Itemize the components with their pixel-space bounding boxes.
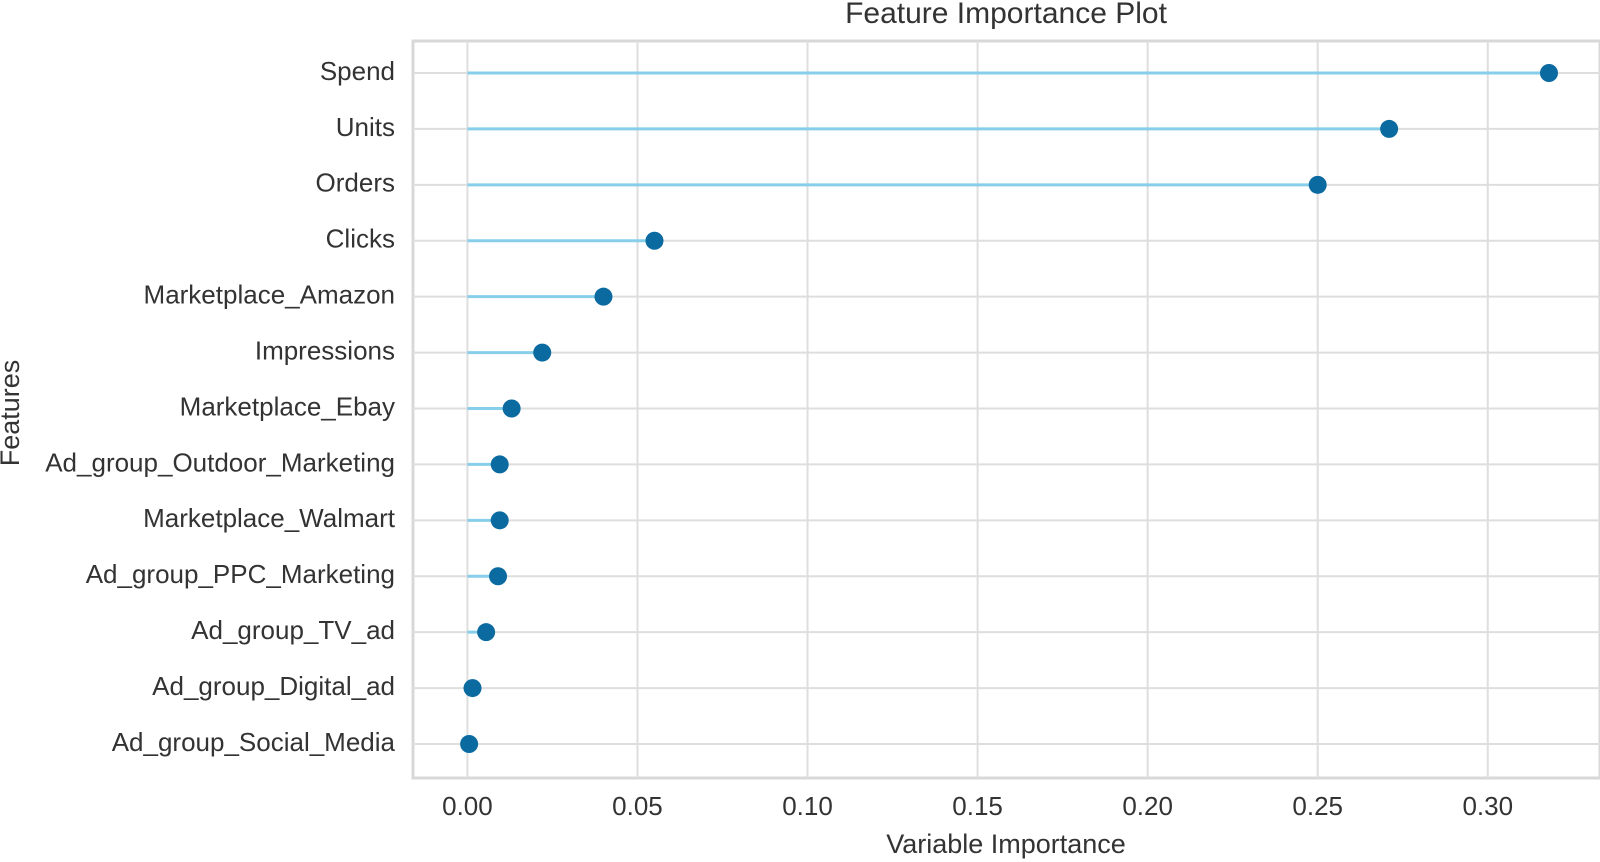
- y-axis-label: Features: [0, 360, 25, 467]
- y-tick-label: Ad_group_Digital_ad: [152, 671, 395, 701]
- y-tick-label: Spend: [320, 56, 395, 86]
- importance-point: [477, 623, 496, 642]
- importance-point: [502, 399, 521, 418]
- importance-point: [490, 455, 509, 474]
- y-tick-label: Marketplace_Amazon: [144, 280, 395, 310]
- y-tick-label: Ad_group_TV_ad: [191, 615, 395, 645]
- importance-point: [594, 287, 613, 306]
- x-tick-label: 0.20: [1122, 791, 1173, 821]
- y-tick-label: Orders: [316, 168, 395, 198]
- y-tick-label: Ad_group_Social_Media: [112, 727, 396, 757]
- importance-point: [533, 343, 552, 362]
- y-tick-label: Marketplace_Ebay: [180, 391, 395, 421]
- y-tick-label: Marketplace_Walmart: [143, 503, 396, 533]
- importance-point: [1539, 64, 1558, 82]
- point-layer: [460, 64, 1558, 753]
- importance-point: [490, 511, 509, 530]
- x-tick-label: 0.00: [442, 791, 493, 821]
- importance-point: [1308, 175, 1327, 194]
- y-tick-label: Ad_group_Outdoor_Marketing: [45, 447, 395, 477]
- y-tick-label: Impressions: [255, 335, 395, 365]
- chart-title: Feature Importance Plot: [845, 0, 1167, 30]
- y-tick-label: Ad_group_PPC_Marketing: [86, 559, 395, 589]
- x-tick-label: 0.30: [1462, 791, 1513, 821]
- importance-point: [460, 735, 479, 753]
- x-tick-label: 0.15: [952, 791, 1003, 821]
- importance-point: [489, 567, 508, 586]
- x-tick-label: 0.05: [612, 791, 663, 821]
- y-tick-layer: Spend Units Orders Clicks Marketplace_Amazon…: [45, 56, 396, 757]
- importance-point: [463, 679, 482, 698]
- x-tick-layer: 0.00 0.05 0.10 0.15 0.20 0.25 0.30: [442, 791, 1513, 821]
- stem-layer: [467, 71, 1549, 746]
- x-tick-label: 0.25: [1292, 791, 1343, 821]
- x-tick-label: 0.10: [782, 791, 833, 821]
- y-tick-label: Units: [336, 112, 395, 142]
- y-tick-label: Clicks: [326, 224, 395, 254]
- importance-point: [1380, 119, 1399, 138]
- x-axis-label: Variable Importance: [886, 829, 1126, 859]
- importance-point: [645, 231, 664, 250]
